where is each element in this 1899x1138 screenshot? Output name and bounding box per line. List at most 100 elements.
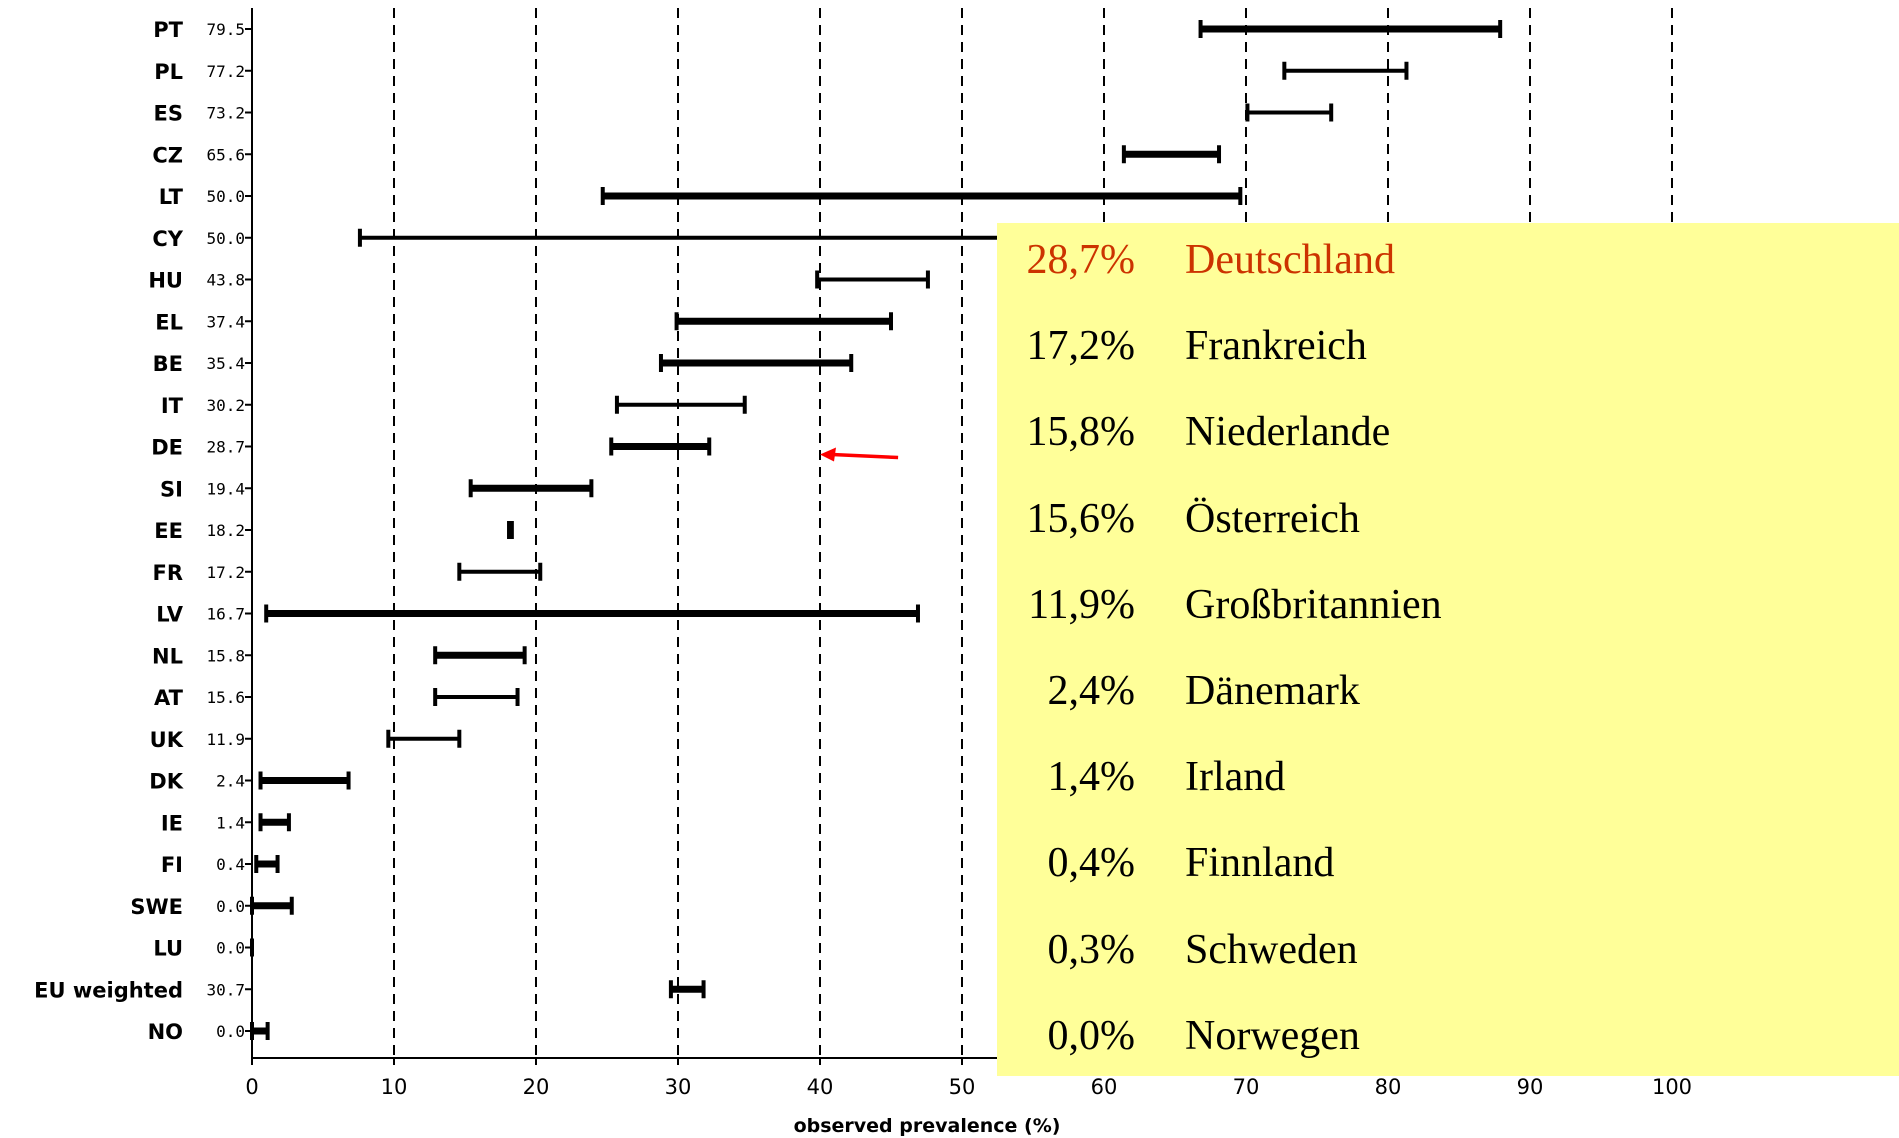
chart-row: PL 77.2	[154, 60, 1409, 84]
legend-country: Niederlande	[1185, 409, 1391, 456]
legend-row: 15,6% Österreich	[997, 476, 1899, 562]
row-label: FR	[152, 561, 183, 585]
row-label: ES	[154, 102, 183, 126]
arrow-shaft	[831, 452, 899, 460]
row-value: 79.5	[206, 20, 245, 39]
row-label: LV	[156, 603, 183, 627]
row-label: IT	[161, 394, 184, 418]
chart-row: EU weighted 30.7	[34, 978, 706, 1002]
row-value: 1.4	[216, 813, 245, 832]
x-tick-label: 40	[807, 1075, 834, 1099]
legend-percent: 0,0%	[1047, 1012, 1136, 1059]
chart-row: FR 17.2	[152, 561, 543, 585]
legend-country: Irland	[1185, 754, 1286, 801]
x-tick-label: 90	[1517, 1075, 1544, 1099]
x-tick-label: 0	[245, 1075, 258, 1099]
legend-row: 0,0% Norwegen	[997, 993, 1899, 1079]
row-label: EL	[155, 310, 183, 334]
row-value: 35.4	[206, 354, 245, 373]
chart-row: ES 73.2	[154, 102, 1334, 126]
chart-row: AT 15.6	[154, 686, 520, 710]
legend-percent: 0,3%	[1047, 926, 1136, 973]
chart-row: LU 0.0	[153, 937, 254, 961]
chart-row: PT 79.5	[153, 18, 1503, 42]
row-value: 30.2	[206, 396, 245, 415]
x-tick-label: 10	[381, 1075, 408, 1099]
row-label: DE	[151, 436, 183, 460]
legend-percent: 17,2%	[1026, 323, 1136, 370]
chart-row: LT 50.0	[159, 185, 1243, 209]
legend-country: Großbritannien	[1185, 581, 1442, 628]
legend-country: Norwegen	[1185, 1012, 1360, 1059]
row-value: 19.4	[206, 479, 245, 498]
legend-country: Finnland	[1185, 840, 1335, 887]
row-value: 16.7	[206, 605, 245, 624]
legend-country: Schweden	[1185, 926, 1358, 973]
legend-country: Österreich	[1185, 495, 1360, 542]
legend-row: 17,2% Frankreich	[997, 303, 1899, 389]
row-value: 0.0	[216, 1022, 245, 1041]
chart-row: EL 37.4	[155, 310, 893, 334]
chart-row: BE 35.4	[153, 352, 854, 376]
chart-rows: PT 79.5 PL 77.2 ES 73.2 CZ 65.6 LT 50.0 CY 50.0 HU 43…	[34, 18, 1561, 1044]
x-tick-label: 20	[523, 1075, 550, 1099]
row-label: CY	[152, 227, 183, 251]
legend-percent: 1,4%	[1047, 754, 1136, 801]
x-tick-label: 30	[665, 1075, 692, 1099]
chart-row: EE 18.2	[154, 519, 514, 543]
x-tick-label: 60	[1091, 1075, 1118, 1099]
row-value: 50.0	[206, 229, 245, 248]
chart-row: DK 2.4	[149, 770, 351, 794]
legend-row: 28,7% Deutschland	[997, 217, 1899, 303]
legend-country: Dänemark	[1185, 668, 1360, 714]
row-value: 43.8	[206, 271, 245, 290]
chart-row: NO 0.0	[148, 1020, 270, 1044]
row-label: LT	[159, 185, 184, 209]
row-value: 15.6	[206, 688, 245, 707]
row-value: 37.4	[206, 312, 245, 331]
x-tick-label: 80	[1375, 1075, 1402, 1099]
chart-row: UK 11.9	[150, 728, 462, 752]
chart-row: DE 28.7	[151, 436, 712, 460]
chart-row: LV 16.7	[156, 603, 920, 627]
row-value: 0.0	[216, 897, 245, 916]
row-value: 50.0	[206, 187, 245, 206]
row-value: 77.2	[206, 62, 245, 81]
legend-country: Frankreich	[1185, 323, 1367, 370]
legend-country: Deutschland	[1185, 237, 1395, 283]
row-label: PT	[153, 18, 183, 42]
row-value: 15.8	[206, 646, 245, 665]
row-value: 2.4	[216, 772, 245, 791]
row-label: DK	[149, 770, 183, 794]
row-label: IE	[161, 811, 183, 835]
row-label: SI	[160, 477, 183, 501]
legend-row: 0,3% Schweden	[997, 907, 1899, 993]
row-value: 17.2	[206, 563, 245, 582]
row-label: EU weighted	[34, 978, 183, 1002]
row-label: FI	[161, 853, 183, 877]
annotation-arrow	[820, 447, 899, 462]
row-label: CZ	[152, 143, 183, 167]
x-tick-label: 100	[1652, 1075, 1692, 1099]
row-label: BE	[153, 352, 183, 376]
row-label: NO	[148, 1020, 183, 1044]
legend-percent: 15,8%	[1026, 409, 1136, 456]
chart-row: IE 1.4	[161, 811, 291, 835]
row-label: LU	[153, 937, 183, 961]
legend-percent: 0,4%	[1047, 840, 1136, 887]
legend-row: 2,4% Dänemark	[997, 648, 1899, 734]
legend-row: 15,8% Niederlande	[997, 389, 1899, 475]
chart-row: NL 15.8	[152, 644, 527, 668]
legend-percent: 11,9%	[1028, 581, 1135, 628]
chart-row: IT 30.2	[161, 394, 747, 418]
x-axis-label: observed prevalence (%)	[794, 1115, 1061, 1137]
row-value: 0.0	[216, 939, 245, 958]
chart-row: CZ 65.6	[152, 143, 1222, 167]
arrow-head	[820, 447, 836, 462]
chart-row: SI 19.4	[160, 477, 594, 501]
row-label: UK	[150, 728, 184, 752]
legend-percent: 28,7%	[1026, 237, 1136, 283]
row-value: 30.7	[206, 980, 245, 999]
row-label: AT	[154, 686, 184, 710]
chart-row: SWE 0.0	[130, 895, 294, 919]
